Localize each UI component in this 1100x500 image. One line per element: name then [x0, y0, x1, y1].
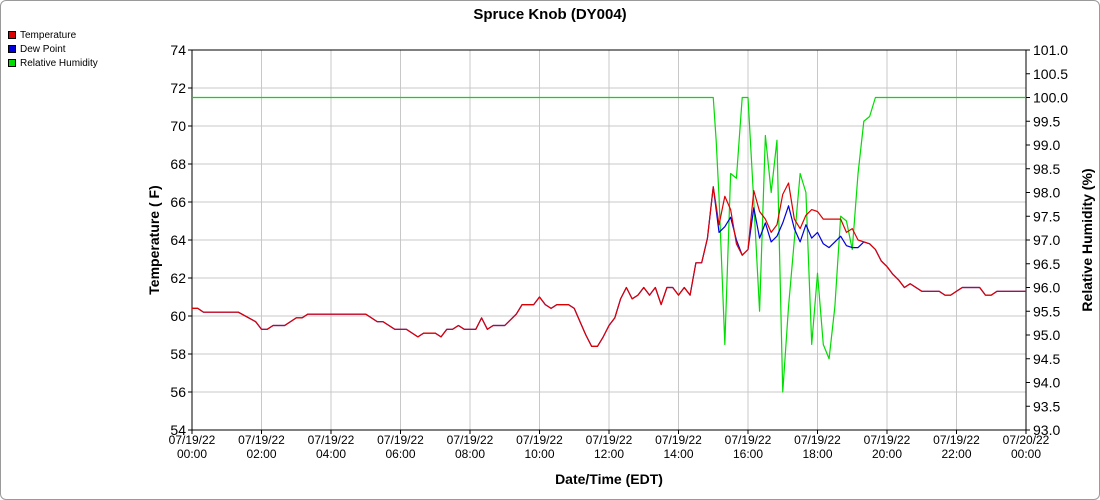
- grid: [191, 49, 1027, 431]
- y2-tick-label: 96.5: [1033, 256, 1060, 272]
- series-group: [192, 96, 1026, 393]
- y2-tick-label: 95.0: [1033, 327, 1060, 343]
- legend: Temperature Dew Point Relative Humidity: [8, 28, 98, 70]
- x-tick-label: 07/19/22 04:00: [308, 433, 355, 461]
- series-line-relative-humidity: [192, 96, 1026, 393]
- x-tick-label: 07/19/22 14:00: [655, 433, 702, 461]
- y2-tick-label: 97.5: [1033, 208, 1060, 224]
- y2-tick-label: 95.5: [1033, 303, 1060, 319]
- x-tick-label: 07/20/22 00:00: [1003, 433, 1050, 461]
- x-tick-label: 07/19/22 22:00: [933, 433, 980, 461]
- y2-tick-label: 94.5: [1033, 351, 1060, 367]
- y2-tick-label: 98.0: [1033, 185, 1060, 201]
- x-tick-label: 07/19/22 12:00: [586, 433, 633, 461]
- y2-tick-label: 100.0: [1033, 90, 1068, 106]
- chart-title: Spruce Knob (DY004): [473, 6, 626, 23]
- y2-tick-label: 99.5: [1033, 113, 1060, 129]
- x-tick-label: 07/19/22 02:00: [238, 433, 285, 461]
- y2-tick-label: 97.0: [1033, 232, 1060, 248]
- legend-label-dew-point: Dew Point: [20, 43, 66, 55]
- y-axis-label: Temperature ( F): [146, 185, 162, 294]
- y2-tick-label: 100.5: [1033, 66, 1068, 82]
- y-tick-label: 70: [170, 118, 186, 134]
- legend-item-temperature: Temperature: [8, 28, 98, 42]
- y-tick-label: 72: [170, 80, 186, 96]
- y2-tick-label: 99.0: [1033, 137, 1060, 153]
- y2-tick-label: 98.5: [1033, 161, 1060, 177]
- y2-tick-label: 93.5: [1033, 398, 1060, 414]
- legend-swatch-relative-humidity: [8, 59, 16, 67]
- x-tick-label: 07/19/22 06:00: [377, 433, 424, 461]
- x-tick-label: 07/19/22 20:00: [864, 433, 911, 461]
- y2-tick-label: 101.0: [1033, 42, 1068, 58]
- legend-label-temperature: Temperature: [20, 29, 77, 41]
- y-tick-label: 74: [170, 42, 186, 58]
- y-tick-label: 60: [170, 308, 186, 324]
- plot-area-border: [191, 49, 1027, 431]
- series-line-temperature: [192, 182, 1026, 347]
- y-tick-label: 56: [170, 384, 186, 400]
- y-tick-label: 68: [170, 156, 186, 172]
- legend-swatch-temperature: [8, 31, 16, 39]
- y-tick-label: 66: [170, 194, 186, 210]
- legend-swatch-dew-point: [8, 45, 16, 53]
- y-tick-label: 62: [170, 270, 186, 286]
- x-tick-label: 07/19/22 00:00: [169, 433, 216, 461]
- x-axis-label: Date/Time (EDT): [555, 471, 663, 487]
- y-tick-label: 54: [170, 422, 186, 438]
- y2-tick-label: 93.0: [1033, 422, 1060, 438]
- x-tick-label: 07/19/22 18:00: [794, 433, 841, 461]
- y-tick-label: 64: [170, 232, 186, 248]
- legend-label-relative-humidity: Relative Humidity: [20, 57, 98, 69]
- legend-item-relative-humidity: Relative Humidity: [8, 56, 98, 70]
- y2-tick-label: 94.0: [1033, 375, 1060, 391]
- legend-item-dew-point: Dew Point: [8, 42, 98, 56]
- x-tick-label: 07/19/22 10:00: [516, 433, 563, 461]
- y2-axis-label: Relative Humidity (%): [1079, 168, 1095, 311]
- x-tick-label: 07/19/22 08:00: [447, 433, 494, 461]
- y-tick-label: 58: [170, 346, 186, 362]
- axes: 07/19/22 00:00 07/19/22 02:00 07/19/22 04:00 0…: [169, 42, 1069, 461]
- axis-labels: Date/Time (EDT) Temperature ( F) Relativ…: [146, 168, 1095, 487]
- y2-tick-label: 96.0: [1033, 280, 1060, 296]
- x-tick-label: 07/19/22 16:00: [725, 433, 772, 461]
